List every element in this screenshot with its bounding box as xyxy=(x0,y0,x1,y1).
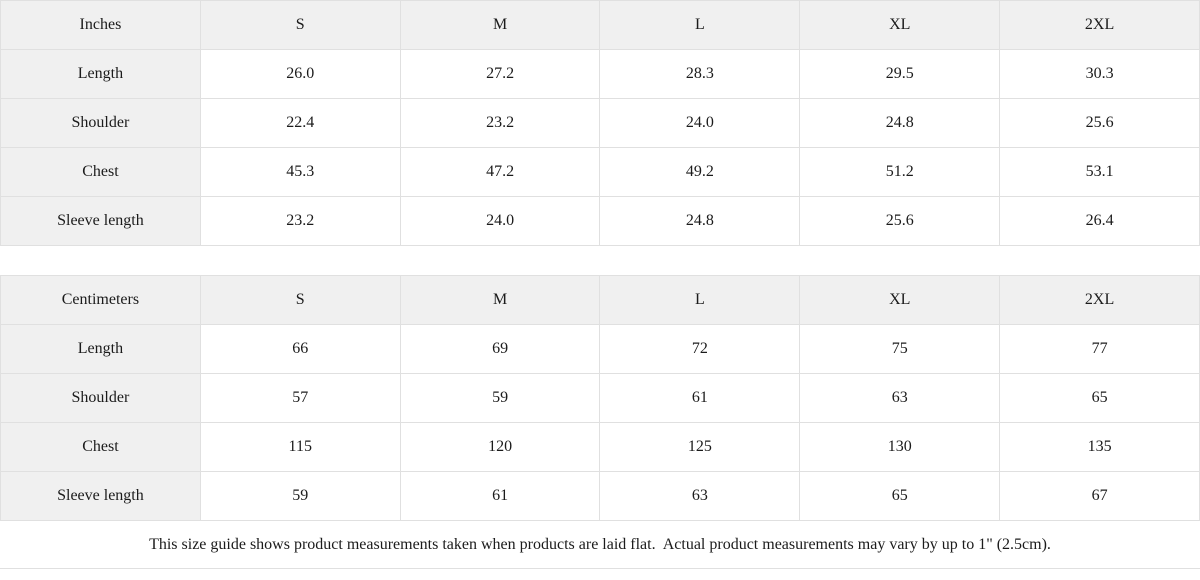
size-column-header: S xyxy=(199,275,401,325)
centimeters-table: Centimeters S M L XL 2XL Length 66 69 72… xyxy=(0,275,1200,521)
measurement-cell: 29.5 xyxy=(799,49,1001,99)
measurement-cell: 24.0 xyxy=(399,196,601,246)
measurement-cell: 47.2 xyxy=(399,147,601,197)
table-row: Length 66 69 72 75 77 xyxy=(0,324,1200,374)
inches-header-row: Inches S M L XL 2XL xyxy=(0,0,1200,50)
row-label-cell: Length xyxy=(0,49,201,99)
measurement-cell: 24.8 xyxy=(799,98,1001,148)
measurement-cell: 69 xyxy=(399,324,601,374)
measurement-cell: 49.2 xyxy=(599,147,801,197)
measurement-cell: 23.2 xyxy=(199,196,401,246)
table-row: Chest 45.3 47.2 49.2 51.2 53.1 xyxy=(0,147,1200,197)
row-label-cell: Chest xyxy=(0,422,201,472)
measurement-cell: 61 xyxy=(599,373,801,423)
measurement-cell: 51.2 xyxy=(799,147,1001,197)
size-column-header: 2XL xyxy=(999,275,1200,325)
row-label-cell: Length xyxy=(0,324,201,374)
size-column-header: L xyxy=(599,275,801,325)
measurement-cell: 77 xyxy=(999,324,1200,374)
table-row: Shoulder 57 59 61 63 65 xyxy=(0,373,1200,423)
row-label-cell: Chest xyxy=(0,147,201,197)
measurement-cell: 57 xyxy=(199,373,401,423)
measurement-cell: 63 xyxy=(799,373,1001,423)
measurement-cell: 65 xyxy=(999,373,1200,423)
table-row: Sleeve length 23.2 24.0 24.8 25.6 26.4 xyxy=(0,196,1200,246)
measurement-cell: 25.6 xyxy=(999,98,1200,148)
measurement-cell: 63 xyxy=(599,471,801,521)
measurement-cell: 75 xyxy=(799,324,1001,374)
measurement-cell: 53.1 xyxy=(999,147,1200,197)
measurement-cell: 115 xyxy=(199,422,401,472)
table-row: Chest 115 120 125 130 135 xyxy=(0,422,1200,472)
footer-note: This size guide shows product measuremen… xyxy=(0,521,1200,569)
size-column-header: M xyxy=(399,0,601,50)
measurement-cell: 23.2 xyxy=(399,98,601,148)
size-column-header: S xyxy=(199,0,401,50)
table-row: Shoulder 22.4 23.2 24.0 24.8 25.6 xyxy=(0,98,1200,148)
measurement-cell: 26.4 xyxy=(999,196,1200,246)
unit-header-cell: Inches xyxy=(0,0,201,50)
measurement-cell: 24.8 xyxy=(599,196,801,246)
measurement-cell: 120 xyxy=(399,422,601,472)
measurement-cell: 65 xyxy=(799,471,1001,521)
row-label-cell: Sleeve length xyxy=(0,471,201,521)
measurement-cell: 27.2 xyxy=(399,49,601,99)
measurement-cell: 67 xyxy=(999,471,1200,521)
size-column-header: XL xyxy=(799,0,1001,50)
measurement-cell: 59 xyxy=(399,373,601,423)
unit-header-cell: Centimeters xyxy=(0,275,201,325)
size-column-header: L xyxy=(599,0,801,50)
measurement-cell: 45.3 xyxy=(199,147,401,197)
measurement-cell: 28.3 xyxy=(599,49,801,99)
measurement-cell: 30.3 xyxy=(999,49,1200,99)
inches-table: Inches S M L XL 2XL Length 26.0 27.2 28.… xyxy=(0,0,1200,246)
measurement-cell: 135 xyxy=(999,422,1200,472)
measurement-cell: 22.4 xyxy=(199,98,401,148)
row-label-cell: Shoulder xyxy=(0,373,201,423)
table-row: Length 26.0 27.2 28.3 29.5 30.3 xyxy=(0,49,1200,99)
measurement-cell: 59 xyxy=(199,471,401,521)
table-spacer xyxy=(0,246,1200,275)
size-column-header: XL xyxy=(799,275,1001,325)
measurement-cell: 25.6 xyxy=(799,196,1001,246)
measurement-cell: 72 xyxy=(599,324,801,374)
centimeters-header-row: Centimeters S M L XL 2XL xyxy=(0,275,1200,325)
row-label-cell: Sleeve length xyxy=(0,196,201,246)
size-column-header: M xyxy=(399,275,601,325)
measurement-cell: 26.0 xyxy=(199,49,401,99)
measurement-cell: 61 xyxy=(399,471,601,521)
measurement-cell: 130 xyxy=(799,422,1001,472)
size-column-header: 2XL xyxy=(999,0,1200,50)
measurement-cell: 66 xyxy=(199,324,401,374)
table-row: Sleeve length 59 61 63 65 67 xyxy=(0,471,1200,521)
measurement-cell: 24.0 xyxy=(599,98,801,148)
measurement-cell: 125 xyxy=(599,422,801,472)
row-label-cell: Shoulder xyxy=(0,98,201,148)
